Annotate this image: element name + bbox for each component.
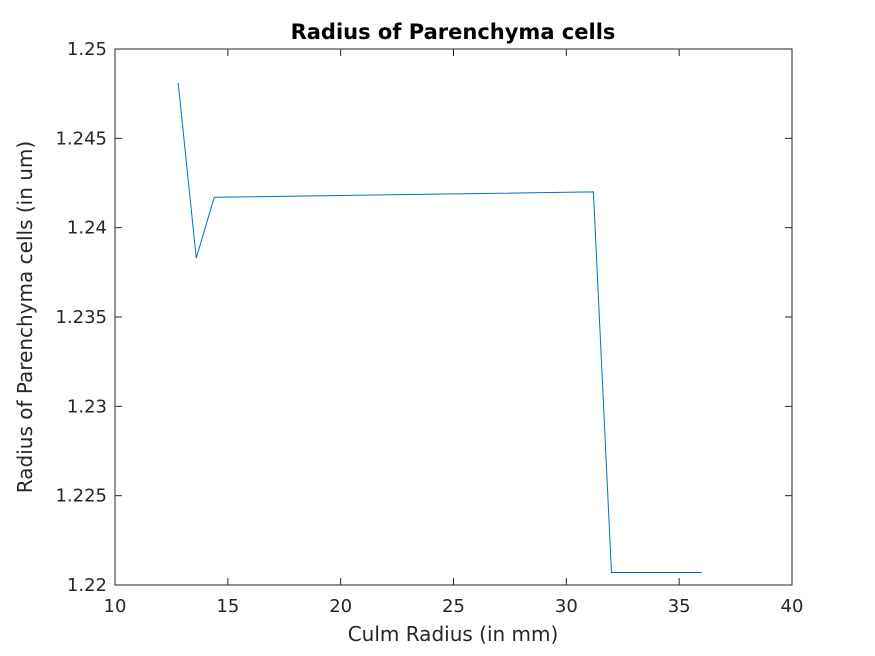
y-tick-label: 1.225 xyxy=(55,486,107,507)
x-tick-label: 30 xyxy=(555,596,578,617)
y-tick-label: 1.245 xyxy=(55,128,107,149)
y-tick-label: 1.24 xyxy=(67,218,107,239)
y-tick-label: 1.22 xyxy=(67,575,107,596)
x-axis-label: Culm Radius (in mm) xyxy=(348,622,559,646)
x-tick-label: 10 xyxy=(104,596,127,617)
x-tick-label: 25 xyxy=(442,596,465,617)
plot-area xyxy=(115,49,792,585)
y-axis-label: Radius of Parenchyma cells (in um) xyxy=(13,141,37,493)
x-tick-label: 20 xyxy=(329,596,352,617)
x-tick-label: 35 xyxy=(668,596,691,617)
chart-title: Radius of Parenchyma cells xyxy=(291,20,616,44)
x-tick-label: 40 xyxy=(781,596,804,617)
x-tick-label: 15 xyxy=(216,596,239,617)
y-tick-label: 1.23 xyxy=(67,396,107,417)
y-tick-label: 1.25 xyxy=(67,39,107,60)
y-tick-label: 1.235 xyxy=(55,307,107,328)
